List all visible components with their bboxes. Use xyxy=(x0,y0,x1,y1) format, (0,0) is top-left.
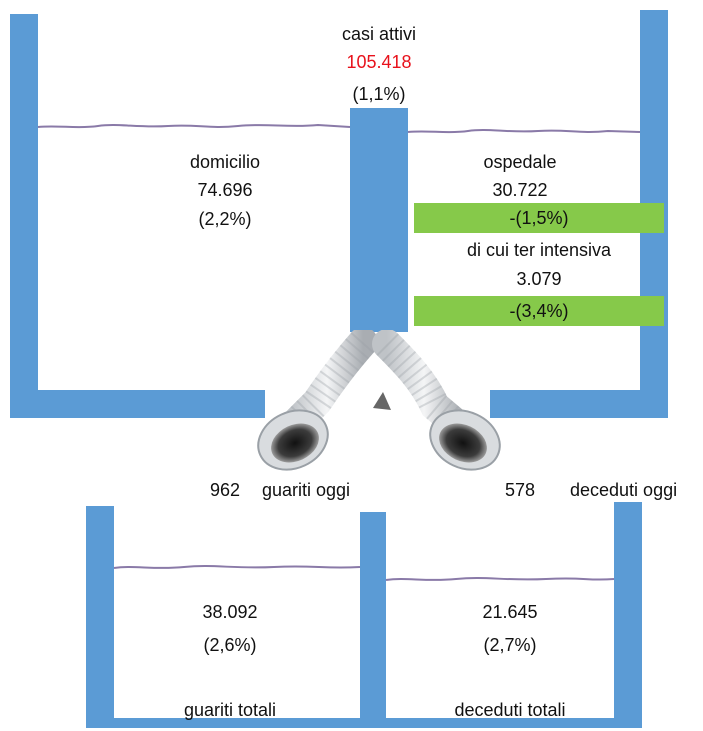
water-line-hospital xyxy=(407,129,641,134)
home-value: 74.696 xyxy=(197,180,253,200)
bottom-right-wall xyxy=(614,502,642,728)
water-line-home xyxy=(37,123,351,129)
active-pct: (1,1%) xyxy=(352,84,406,104)
water-line-recovered xyxy=(113,565,361,569)
pipe-junction xyxy=(373,392,391,410)
water-line-deaths xyxy=(385,577,615,581)
bottom-left-wall xyxy=(86,506,114,728)
hospital-change: -(1,5%) xyxy=(414,203,664,233)
recovered-today-label: guariti oggi xyxy=(262,480,351,500)
deaths-total-label: deceduti totali xyxy=(454,700,566,720)
recovered-today-value: 962 xyxy=(209,480,241,500)
recovered-total-pct: (2,6%) xyxy=(203,635,257,655)
hospital-value: 30.722 xyxy=(492,180,548,200)
active-label: casi attivi xyxy=(341,24,417,44)
tank-bottom-left xyxy=(10,390,265,418)
icu-label: di cui ter intensiva xyxy=(466,240,612,260)
recovered-total-value: 38.092 xyxy=(202,602,258,622)
deaths-total-value: 21.645 xyxy=(482,602,538,622)
home-pct: (2,2%) xyxy=(198,209,252,229)
hose-left-icon xyxy=(257,330,378,471)
drain-pipes xyxy=(257,330,501,471)
recovered-total-label: guariti totali xyxy=(183,700,277,720)
active-value: 105.418 xyxy=(346,52,412,72)
home-label: domicilio xyxy=(189,152,261,172)
icu-value: 3.079 xyxy=(516,269,562,289)
deaths-today-label: deceduti oggi xyxy=(570,480,678,500)
deaths-today-value: 578 xyxy=(504,480,536,500)
hose-right-icon xyxy=(372,330,501,471)
bottom-floor xyxy=(86,718,642,728)
tank-divider xyxy=(350,108,408,332)
deaths-total-pct: (2,7%) xyxy=(483,635,537,655)
tank-bottom-right xyxy=(490,390,668,418)
bottom-middle-wall xyxy=(360,512,386,728)
tank-left-wall xyxy=(10,14,38,418)
hospital-label: ospedale xyxy=(483,152,557,172)
icu-change: -(3,4%) xyxy=(414,296,664,326)
